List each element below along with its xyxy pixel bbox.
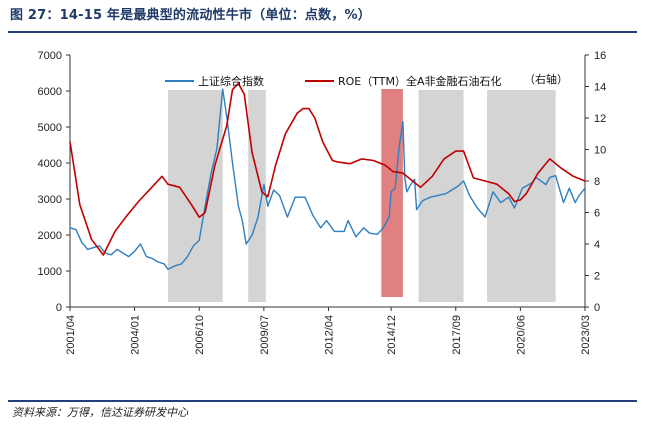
x-tick-label: 2023/03	[580, 315, 592, 355]
left-tick-label: 7000	[38, 50, 62, 62]
right-tick-label: 10	[594, 145, 606, 157]
left-tick-label: 3000	[38, 194, 62, 206]
right-tick-label: 6	[594, 208, 600, 220]
left-tick-label: 4000	[38, 158, 62, 170]
chart-legend: 上证综合指数 ROE（TTM）全A非金融石油石化 （右轴）	[165, 72, 568, 88]
right-tick-label: 8	[594, 176, 600, 188]
figure-title: 图 27：14-15 年是最典型的流动性牛市（单位：点数，%）	[10, 8, 371, 23]
shaded-period-3	[381, 89, 403, 297]
series-line-shanghai	[69, 88, 586, 270]
right-tick-label: 12	[594, 113, 606, 125]
left-tick-label: 6000	[38, 86, 62, 98]
left-tick-label: 2000	[38, 230, 62, 242]
legend-label-shanghai: 上证综合指数	[198, 74, 264, 88]
left-tick-label: 0	[56, 302, 62, 314]
left-tick-label: 1000	[38, 266, 62, 278]
right-tick-label: 2	[594, 271, 600, 283]
x-tick-label: 2001/04	[65, 315, 77, 355]
x-tick-label: 2020/06	[515, 315, 527, 355]
right-axis-note: （右轴）	[524, 72, 568, 86]
chart-lines	[69, 82, 586, 270]
right-tick-label: 16	[594, 50, 606, 62]
chart-axes: 0 1000 2000 3000 4000 5000 6000 7000 0 2 4 6 8 10 12 14…	[38, 50, 607, 355]
x-tick-label: 2012/04	[323, 315, 335, 355]
title-rule	[8, 31, 637, 33]
shaded-period-1	[167, 90, 223, 302]
shaded-period-4	[418, 90, 464, 302]
legend-label-roe: ROE（TTM）全A非金融石油石化	[338, 74, 502, 88]
x-tick-label: 2017/09	[451, 315, 463, 355]
right-tick-label: 0	[594, 302, 600, 314]
x-tick-label: 2014/12	[386, 315, 398, 355]
x-tick-label: 2004/01	[130, 315, 142, 355]
chart-svg: 0 1000 2000 3000 4000 5000 6000 7000 0 2 4 6 8 10 12 14…	[38, 50, 607, 355]
x-tick-label: 2009/07	[259, 315, 271, 355]
shaded-period-5	[487, 90, 556, 302]
right-tick-label: 14	[594, 82, 606, 94]
x-tick-label: 2006/10	[194, 315, 206, 355]
footer-rule	[8, 400, 637, 402]
shaded-period-2	[248, 90, 266, 302]
right-tick-label: 4	[594, 239, 600, 251]
series-line-roe	[69, 82, 586, 256]
source-note: 资料来源：万得，信达证券研发中心	[12, 406, 188, 419]
left-tick-label: 5000	[38, 122, 62, 134]
shaded-periods	[167, 89, 556, 302]
